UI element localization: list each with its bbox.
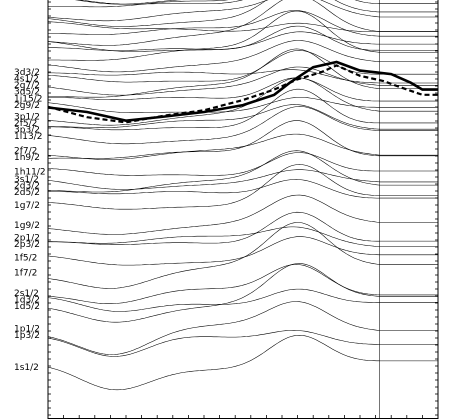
level-curve xyxy=(48,211,380,245)
level-curve xyxy=(47,264,380,304)
level-curve xyxy=(47,0,380,8)
level-label: 1f7/2 xyxy=(14,268,37,278)
level-label: 3s1/2 xyxy=(14,175,39,185)
level-curve xyxy=(78,0,244,5)
level-label: 2p1/2 xyxy=(14,234,40,244)
level-curve xyxy=(47,301,380,355)
level-label: 2d3/2 xyxy=(14,182,40,192)
level-curve xyxy=(47,288,380,312)
level-curve xyxy=(75,0,182,5)
level-curve xyxy=(48,88,380,131)
level-label: 3d3/2 xyxy=(14,68,40,78)
level-curve xyxy=(47,222,380,289)
level-curve xyxy=(47,50,380,83)
level-curve xyxy=(47,10,380,61)
level-label: 1p1/2 xyxy=(14,324,40,334)
level-curve xyxy=(47,40,380,73)
level-curve xyxy=(47,66,380,96)
level-curve xyxy=(47,0,380,22)
level-label: 2s1/2 xyxy=(14,289,39,299)
level-curve xyxy=(47,236,380,266)
level-curve xyxy=(47,330,380,357)
level-curve xyxy=(47,97,380,113)
level-curve xyxy=(48,25,380,51)
level-curve xyxy=(48,10,380,37)
level-label: 1d3/2 xyxy=(14,295,40,305)
level-curve xyxy=(48,104,380,130)
level-label: 1d5/2 xyxy=(14,302,40,312)
level-curve xyxy=(47,77,380,126)
level-curve xyxy=(47,106,380,145)
level-curve xyxy=(47,150,380,193)
level-label: 1f5/2 xyxy=(14,253,37,263)
level-label: 2p3/2 xyxy=(14,240,40,250)
level-label: 3d5/2 xyxy=(14,88,40,98)
level-curve xyxy=(47,152,380,176)
level-label: 1p3/2 xyxy=(14,331,40,341)
level-label: 1g9/2 xyxy=(14,221,40,231)
level-label: 1h11/2 xyxy=(14,168,46,178)
right-flat-levels xyxy=(379,0,438,419)
thin-level-curves xyxy=(47,0,380,391)
level-curve xyxy=(47,263,380,323)
level-curve xyxy=(47,164,380,210)
level-label: 1s1/2 xyxy=(14,363,39,373)
level-curve xyxy=(47,0,380,46)
level-curve xyxy=(48,69,380,84)
level-label: 2g9/2 xyxy=(14,101,40,111)
level-curve xyxy=(48,77,380,102)
level-curve xyxy=(47,31,380,52)
level-label: 1h9/2 xyxy=(14,153,40,163)
level-label: 4s1/2 xyxy=(14,75,39,85)
level-curve xyxy=(47,194,380,235)
dashed-series-line xyxy=(47,64,438,124)
level-curve xyxy=(47,0,380,27)
level-curve xyxy=(47,133,380,160)
level-label: 2g7/2 xyxy=(14,81,40,91)
level-label: 1g7/2 xyxy=(14,201,40,211)
highlighted-curves xyxy=(47,60,438,124)
level-label: 3p3/2 xyxy=(14,126,40,136)
level-curve xyxy=(47,335,380,391)
level-label: 3p1/2 xyxy=(14,113,40,123)
level-label: 1i13/2 xyxy=(14,132,42,142)
level-label: 2f7/2 xyxy=(14,146,37,156)
level-curve xyxy=(48,179,380,199)
level-curve xyxy=(48,48,380,98)
level-curve xyxy=(48,226,380,247)
level-curve xyxy=(47,21,380,32)
level-curve xyxy=(47,120,380,159)
level-label: 2f5/2 xyxy=(14,119,37,129)
level-label: 1j15/2 xyxy=(14,95,42,105)
level-curve xyxy=(47,169,380,190)
level-label: 2d5/2 xyxy=(14,188,40,198)
